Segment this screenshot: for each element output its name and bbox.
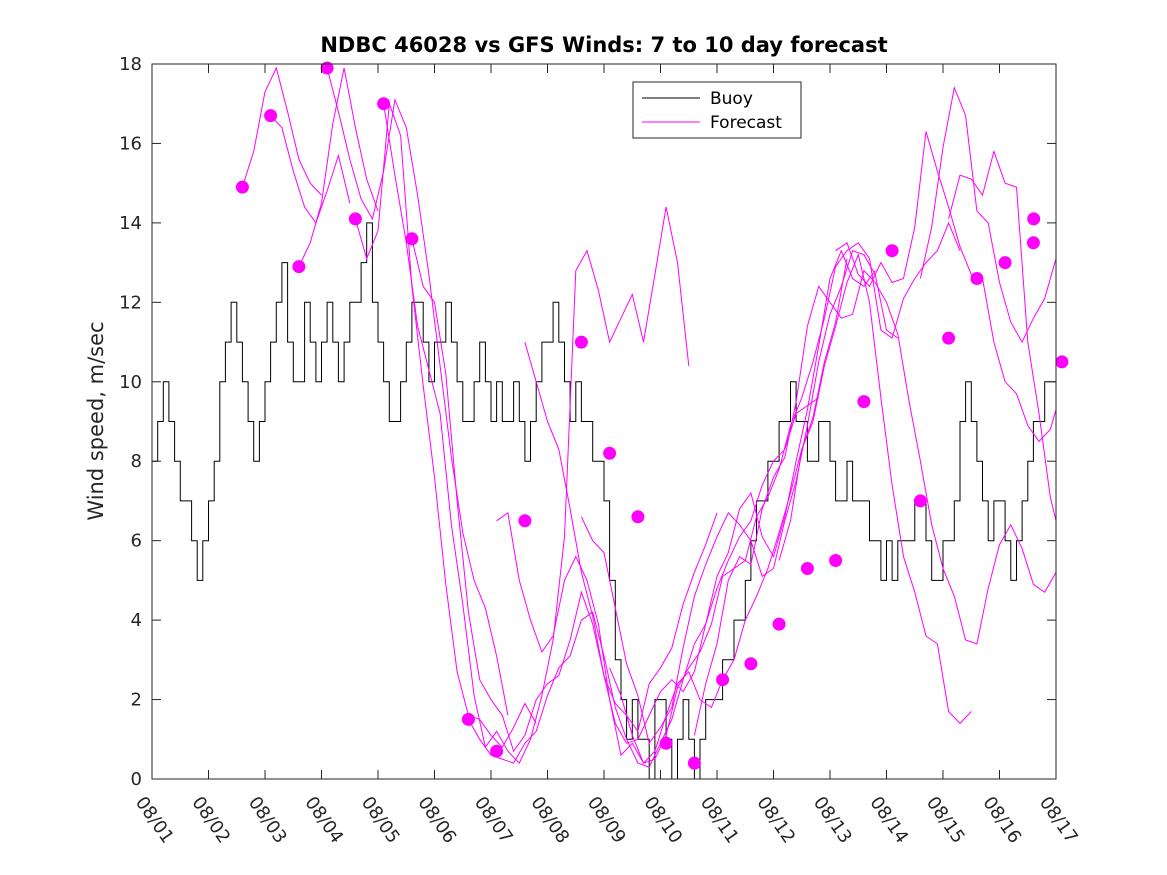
forecast-line-17	[948, 149, 1057, 521]
forecast-marker	[235, 180, 249, 194]
forecast-marker	[857, 395, 871, 409]
y-axis: 0 2 4 6 8 10 12 14 16 18	[119, 54, 1056, 790]
forecast-line-7	[411, 238, 718, 753]
y-tick-label: 8	[131, 451, 142, 472]
forecast-marker	[885, 244, 899, 258]
forecast-marker	[687, 756, 701, 770]
forecast-line-15	[835, 131, 1057, 443]
y-tick-label: 12	[119, 292, 142, 313]
legend-buoy-label: Buoy	[710, 89, 753, 109]
y-tick-label: 2	[131, 690, 142, 711]
plot-area	[152, 64, 1056, 779]
x-tick-label: 08/01	[131, 793, 178, 848]
forecast-marker	[744, 657, 758, 671]
y-tick-label: 10	[119, 372, 142, 393]
x-tick-label: 08/14	[865, 793, 912, 848]
x-tick-label: 08/05	[357, 793, 404, 848]
x-tick-label: 08/06	[413, 793, 460, 848]
forecast-markers	[235, 61, 1069, 770]
forecast-marker	[490, 744, 504, 758]
forecast-line-16	[919, 86, 1057, 344]
forecast-line-8	[467, 397, 819, 768]
y-tick-label: 0	[131, 769, 142, 790]
forecast-line-2	[270, 115, 351, 224]
forecast-marker	[716, 673, 730, 687]
forecast-marker	[461, 712, 475, 726]
forecast-line-4	[326, 67, 509, 716]
y-tick-label: 14	[119, 213, 142, 234]
forecast-line-1	[241, 66, 322, 196]
forecast-marker	[772, 617, 786, 631]
y-axis-label: Wind speed, m/sec	[84, 321, 108, 520]
x-tick-label: 08/12	[752, 793, 799, 848]
forecast-line-10	[524, 249, 876, 744]
forecast-line-6	[383, 103, 690, 764]
forecast-marker	[348, 212, 362, 226]
forecast-series-group	[241, 66, 1057, 768]
forecast-marker	[518, 514, 532, 528]
forecast-marker	[405, 232, 419, 246]
x-tick-label: 08/16	[978, 793, 1025, 848]
legend: Buoy Forecast	[632, 81, 802, 139]
x-tick-label: 08/10	[639, 793, 686, 848]
legend-forecast-label: Forecast	[710, 113, 782, 133]
x-tick-label: 08/02	[187, 793, 234, 848]
forecast-marker	[320, 61, 334, 75]
x-tick-label: 08/17	[1035, 793, 1082, 848]
forecast-line-11	[580, 250, 899, 745]
forecast-marker	[631, 510, 645, 524]
forecast-line-5	[354, 103, 537, 749]
x-tick-label: 08/11	[696, 793, 743, 848]
chart-title: NDBC 46028 vs GFS Winds: 7 to 10 day for…	[320, 33, 887, 57]
legend-box	[632, 81, 802, 139]
forecast-marker	[292, 260, 306, 274]
forecast-line-12	[609, 221, 961, 764]
y-tick-label: 18	[119, 54, 142, 75]
forecast-marker	[1026, 236, 1040, 250]
forecast-marker	[377, 97, 391, 111]
y-tick-label: 6	[131, 531, 142, 552]
forecast-line-14	[778, 253, 972, 725]
forecast-marker	[1027, 212, 1041, 226]
forecast-marker	[1055, 355, 1069, 369]
forecast-marker	[574, 335, 588, 349]
forecast-marker	[603, 446, 617, 460]
forecast-marker	[659, 736, 673, 750]
x-tick-label: 08/07	[470, 793, 517, 848]
x-tick-label: 08/15	[922, 793, 969, 848]
forecast-marker	[829, 554, 843, 567]
x-tick-label: 08/09	[583, 793, 630, 848]
y-tick-label: 4	[131, 610, 142, 631]
x-tick-label: 08/04	[300, 793, 347, 848]
y-tick-label: 16	[119, 133, 142, 154]
forecast-marker	[970, 272, 984, 285]
forecast-marker	[800, 562, 814, 575]
forecast-line-13	[693, 269, 1057, 736]
x-tick-label: 08/03	[244, 793, 291, 848]
forecast-marker	[998, 256, 1012, 270]
forecast-line-3	[298, 67, 379, 267]
x-tick-label: 08/08	[526, 793, 573, 848]
x-tick-label: 08/13	[809, 793, 856, 848]
forecast-marker	[942, 331, 956, 345]
forecast-marker	[913, 494, 927, 508]
forecast-marker	[264, 109, 278, 123]
